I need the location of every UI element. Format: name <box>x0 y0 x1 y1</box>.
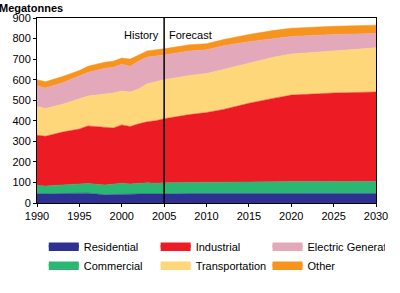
svg-text:300: 300 <box>12 135 30 147</box>
svg-text:900: 900 <box>12 12 30 24</box>
svg-text:1995: 1995 <box>67 210 91 222</box>
svg-text:2030: 2030 <box>364 210 388 222</box>
svg-text:2025: 2025 <box>321 210 345 222</box>
svg-text:700: 700 <box>12 53 30 65</box>
svg-text:2005: 2005 <box>152 210 176 222</box>
svg-text:2010: 2010 <box>194 210 218 222</box>
svg-text:Residential: Residential <box>84 241 138 253</box>
svg-text:800: 800 <box>12 32 30 44</box>
svg-text:100: 100 <box>12 176 30 188</box>
svg-text:Commercial: Commercial <box>84 260 143 272</box>
svg-text:2020: 2020 <box>279 210 303 222</box>
svg-text:500: 500 <box>12 94 30 106</box>
svg-text:Forecast: Forecast <box>169 29 212 41</box>
svg-text:2000: 2000 <box>110 210 134 222</box>
svg-text:History: History <box>124 29 159 41</box>
svg-text:200: 200 <box>12 156 30 168</box>
svg-text:Industrial: Industrial <box>196 241 241 253</box>
svg-text:0: 0 <box>25 197 31 209</box>
svg-text:Megatonnes: Megatonnes <box>0 2 63 14</box>
svg-text:400: 400 <box>12 115 30 127</box>
svg-text:1990: 1990 <box>25 210 49 222</box>
svg-text:600: 600 <box>12 74 30 86</box>
svg-text:Other: Other <box>308 260 336 272</box>
svg-text:2015: 2015 <box>237 210 261 222</box>
svg-text:Electric Generation: Electric Generation <box>308 241 385 253</box>
svg-text:Transportation: Transportation <box>196 260 267 272</box>
